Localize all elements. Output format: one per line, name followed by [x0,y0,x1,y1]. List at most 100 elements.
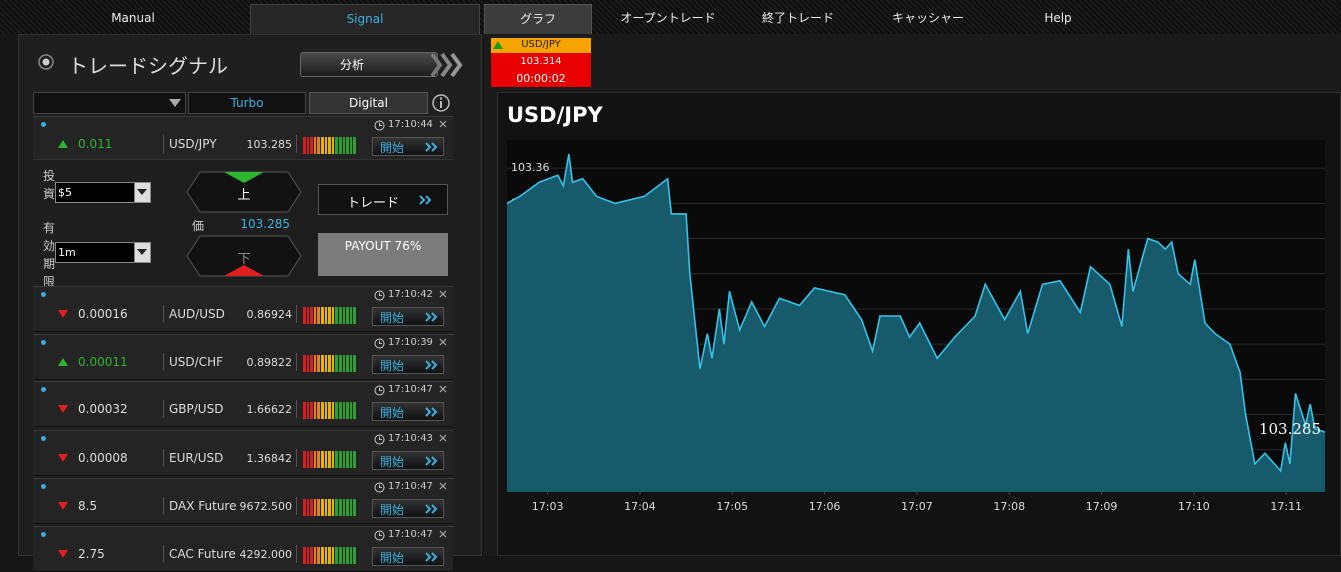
meter-segment [346,137,349,154]
start-button[interactable]: 開始 [372,307,444,326]
signal-price: 1.36842 [246,452,293,465]
signal-change: 0.00008 [78,451,128,465]
meter-segment [328,451,331,468]
start-button[interactable]: 開始 [372,547,444,566]
meter-segment [331,355,335,372]
clock-hands [379,387,382,391]
down-button[interactable]: 下 [237,252,251,267]
signal-row: 17:10:42 0.00016 AUD/USD 0.86924 開始 [33,286,453,332]
nav-tab[interactable]: グラフ [484,4,592,34]
up-button[interactable]: 上 [237,188,251,203]
chevron [431,360,438,370]
signal-change: 8.5 [78,499,98,513]
nav-tab[interactable]: キャッシャー [891,11,964,25]
start-button-label: 開始 [380,359,405,373]
start-button[interactable]: 開始 [372,402,444,421]
meter-segment [349,137,353,154]
meter-segment [335,499,338,516]
nav-tab[interactable]: Manual [111,11,155,25]
area-fill [507,154,1325,492]
meter-segment [328,137,331,154]
signal-row: 17:10:43 0.00008 EUR/USD 1.36842 開始 [33,430,453,476]
start-button[interactable]: 開始 [372,137,444,156]
start-button[interactable]: 開始 [372,451,444,470]
meter-segment [328,307,331,324]
close-icon [439,530,447,538]
close-cross [439,120,447,128]
meter-segment [349,402,353,419]
x-tick-label: 17:08 [993,500,1025,513]
signal-price: 0.89822 [246,356,293,369]
trade-button[interactable]: トレード [318,184,448,215]
close-icon [439,120,447,128]
meter-segment [324,307,328,324]
signal-change: 2.75 [78,547,105,561]
nav-tab[interactable]: 終了トレード [761,11,834,25]
signal-symbol: GBP/USD [169,402,224,416]
digital-tab[interactable]: Digital [309,92,428,114]
meter-segment [324,355,328,372]
up-button-outline [186,171,302,213]
signal-price: 4292.000 [239,548,293,561]
close-cross [439,434,447,442]
meter-segment [306,355,310,372]
arrow [58,358,68,366]
clock-face [374,434,385,445]
meter-segment [321,355,324,372]
expiry-input[interactable]: 1m [55,242,135,263]
analyze-button-label: 分析 [339,58,364,72]
analyze-button[interactable] [300,52,438,77]
chevron [431,456,438,466]
separator [296,135,297,153]
arrow [58,405,68,413]
meter-segment [310,451,313,468]
investment-input[interactable]: $5 [55,182,135,203]
close-cross [439,482,447,490]
meter-segment [349,355,353,372]
status-dot [41,122,46,127]
start-button[interactable]: 開始 [372,499,444,518]
meter-segment [335,137,338,154]
separator [163,135,164,153]
status-dot [41,387,46,392]
close-cross [439,338,447,346]
start-button[interactable]: 開始 [372,355,444,374]
chevron [425,552,432,562]
chevron [431,142,438,152]
arrow [58,310,68,318]
turbo-tab[interactable]: Turbo [188,92,306,114]
start-button-label: 開始 [380,406,405,420]
form-price: 103.285 [240,217,290,231]
clock-icon [374,290,385,301]
meter-segment [346,355,349,372]
meter-segment [353,137,356,154]
arrow [58,454,68,462]
chevrons [425,360,438,370]
nav-tab[interactable]: Signal [250,4,480,34]
filter-dropdown[interactable] [33,92,186,114]
down-button-shape [186,235,302,277]
nav-tab[interactable]: オープントレード [620,11,716,25]
start-button-label: 開始 [380,503,405,517]
meter-segment [303,499,306,516]
meter-segment [313,307,317,324]
separator [163,305,164,323]
ticker-up-arrow [493,41,503,49]
status-dot [41,292,46,297]
meter-segment [339,307,342,324]
meter-segment [324,499,328,516]
strength-meter [303,137,357,154]
clock-hands [379,436,382,440]
arrow [58,140,68,148]
meter-segment [321,137,324,154]
info-icon[interactable] [431,93,451,113]
signal-row: 17:10:39 0.00011 USD/CHF 0.89822 開始 [33,334,453,380]
chevron [425,407,432,417]
nav-tab[interactable]: Help [1044,11,1072,25]
signal-symbol: AUD/USD [169,307,225,321]
meter-segment [324,137,328,154]
payout-box: PAYOUT 76% [318,233,448,276]
dropdown-arrow [137,249,147,255]
arrow [58,502,68,510]
